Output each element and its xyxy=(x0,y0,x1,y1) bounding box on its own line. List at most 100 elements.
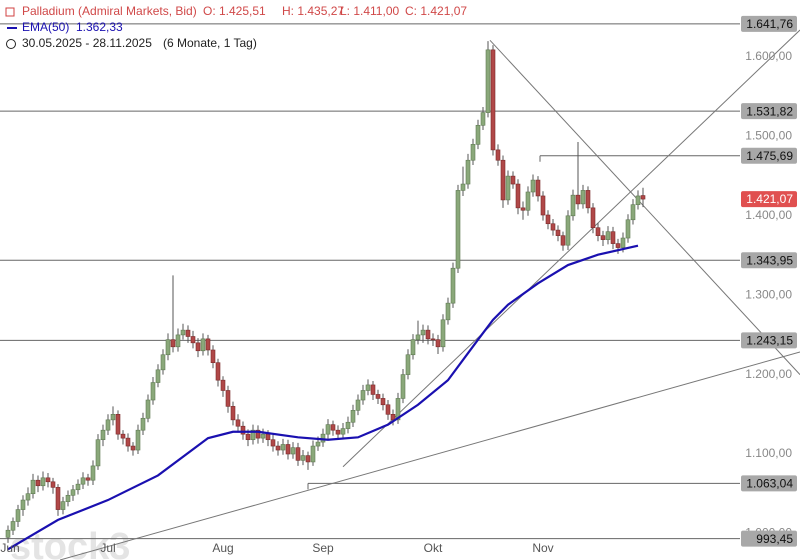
candle-body xyxy=(245,433,251,441)
candle-body xyxy=(440,319,446,348)
candle-body xyxy=(505,175,511,201)
open-label: O: 1.425,51 xyxy=(203,4,266,18)
candle-body xyxy=(400,374,406,399)
candle-body xyxy=(130,445,136,451)
low-label: L: 1.411,00 xyxy=(340,4,399,18)
candle-body xyxy=(110,414,116,421)
candle-body xyxy=(455,190,461,269)
candle-body xyxy=(170,339,176,348)
candle-body xyxy=(355,399,361,411)
candle-body xyxy=(115,414,121,435)
candle-body xyxy=(480,112,486,126)
candle-body xyxy=(510,175,516,185)
candle-body xyxy=(390,414,396,421)
candle-body xyxy=(380,398,386,406)
level-label: 1.343,95 xyxy=(746,253,793,267)
candle-body xyxy=(95,439,101,467)
candle-body xyxy=(235,419,241,427)
ema-value: 1.362,33 xyxy=(76,20,123,34)
candle-body xyxy=(180,329,186,336)
candle-body xyxy=(475,124,481,145)
candle-body xyxy=(85,477,91,481)
candle-body xyxy=(210,349,216,363)
candle-body xyxy=(575,194,581,205)
trendline xyxy=(489,39,800,375)
candle-body xyxy=(150,382,156,401)
level-label-box xyxy=(741,475,797,492)
candle-body xyxy=(490,49,496,151)
close-label: C: 1.421,07 xyxy=(405,4,467,18)
candle-body xyxy=(80,477,86,485)
candle-body xyxy=(420,329,426,336)
candle-body xyxy=(570,194,576,217)
candle-body xyxy=(240,425,246,435)
candle-body xyxy=(315,441,321,447)
candle-body xyxy=(330,424,336,431)
candle-body xyxy=(625,219,631,239)
candle-body xyxy=(255,429,261,439)
candle-body xyxy=(250,429,256,441)
candle-body xyxy=(25,493,31,501)
y-tick-label: 1.400,00 xyxy=(745,208,792,222)
candle-body xyxy=(275,445,281,451)
candle-body xyxy=(280,444,286,451)
candle-body xyxy=(590,207,596,229)
candle-body xyxy=(585,190,591,209)
instrument: Palladium (Admiral Markets, Bid) xyxy=(22,4,197,18)
candle-body xyxy=(450,267,456,304)
candle-body xyxy=(525,191,531,211)
candle-body xyxy=(360,390,366,401)
candle-body xyxy=(375,394,381,399)
candle-body xyxy=(410,339,416,356)
candle-body xyxy=(15,509,21,522)
level-label-box xyxy=(741,332,797,349)
y-tick-label: 1.200,00 xyxy=(745,367,792,381)
candle-body xyxy=(290,447,296,455)
x-tick-label: Jul xyxy=(100,541,115,555)
clock-icon xyxy=(6,39,16,49)
candle-body xyxy=(165,339,171,356)
candle-body xyxy=(460,183,466,191)
candle-body xyxy=(185,329,191,337)
candle-body xyxy=(140,417,146,431)
candle-body xyxy=(535,179,541,197)
x-tick-label: Jun xyxy=(0,541,19,555)
watermark: stock3 xyxy=(10,526,130,560)
candle-body xyxy=(435,339,441,348)
period: (6 Monate, 1 Tag) xyxy=(163,36,257,50)
candle-body xyxy=(160,354,166,371)
y-tick-label: 1.600,00 xyxy=(745,49,792,63)
candle-body xyxy=(40,477,46,487)
x-tick-label: Nov xyxy=(532,541,553,555)
candle-body xyxy=(285,444,291,455)
candle-body xyxy=(75,483,81,491)
candle-body xyxy=(540,195,546,216)
candle-body xyxy=(615,243,621,248)
candle-body xyxy=(545,214,551,225)
y-tick-label: 1.100,00 xyxy=(745,446,792,460)
candle-body xyxy=(205,338,211,351)
candle-body xyxy=(630,204,636,221)
candle-body xyxy=(105,419,111,431)
level-label: 1.063,04 xyxy=(746,477,793,491)
candle-body xyxy=(600,235,606,240)
ema-line xyxy=(7,244,639,551)
candle-body xyxy=(370,384,376,395)
candle-body xyxy=(415,334,421,340)
candle-body xyxy=(530,179,536,193)
candle-body xyxy=(145,399,151,419)
candle-body xyxy=(270,439,276,447)
candle-body xyxy=(230,406,236,421)
candle-body xyxy=(90,465,96,481)
level-label: 1.243,15 xyxy=(746,334,793,348)
candle-body xyxy=(470,144,476,161)
candle-body xyxy=(190,336,196,344)
candle-body xyxy=(345,421,351,429)
level-label-box xyxy=(741,147,797,164)
candle-body xyxy=(225,390,231,407)
candle-body xyxy=(425,329,431,340)
candle-body xyxy=(135,429,141,451)
candle-body xyxy=(495,149,501,161)
